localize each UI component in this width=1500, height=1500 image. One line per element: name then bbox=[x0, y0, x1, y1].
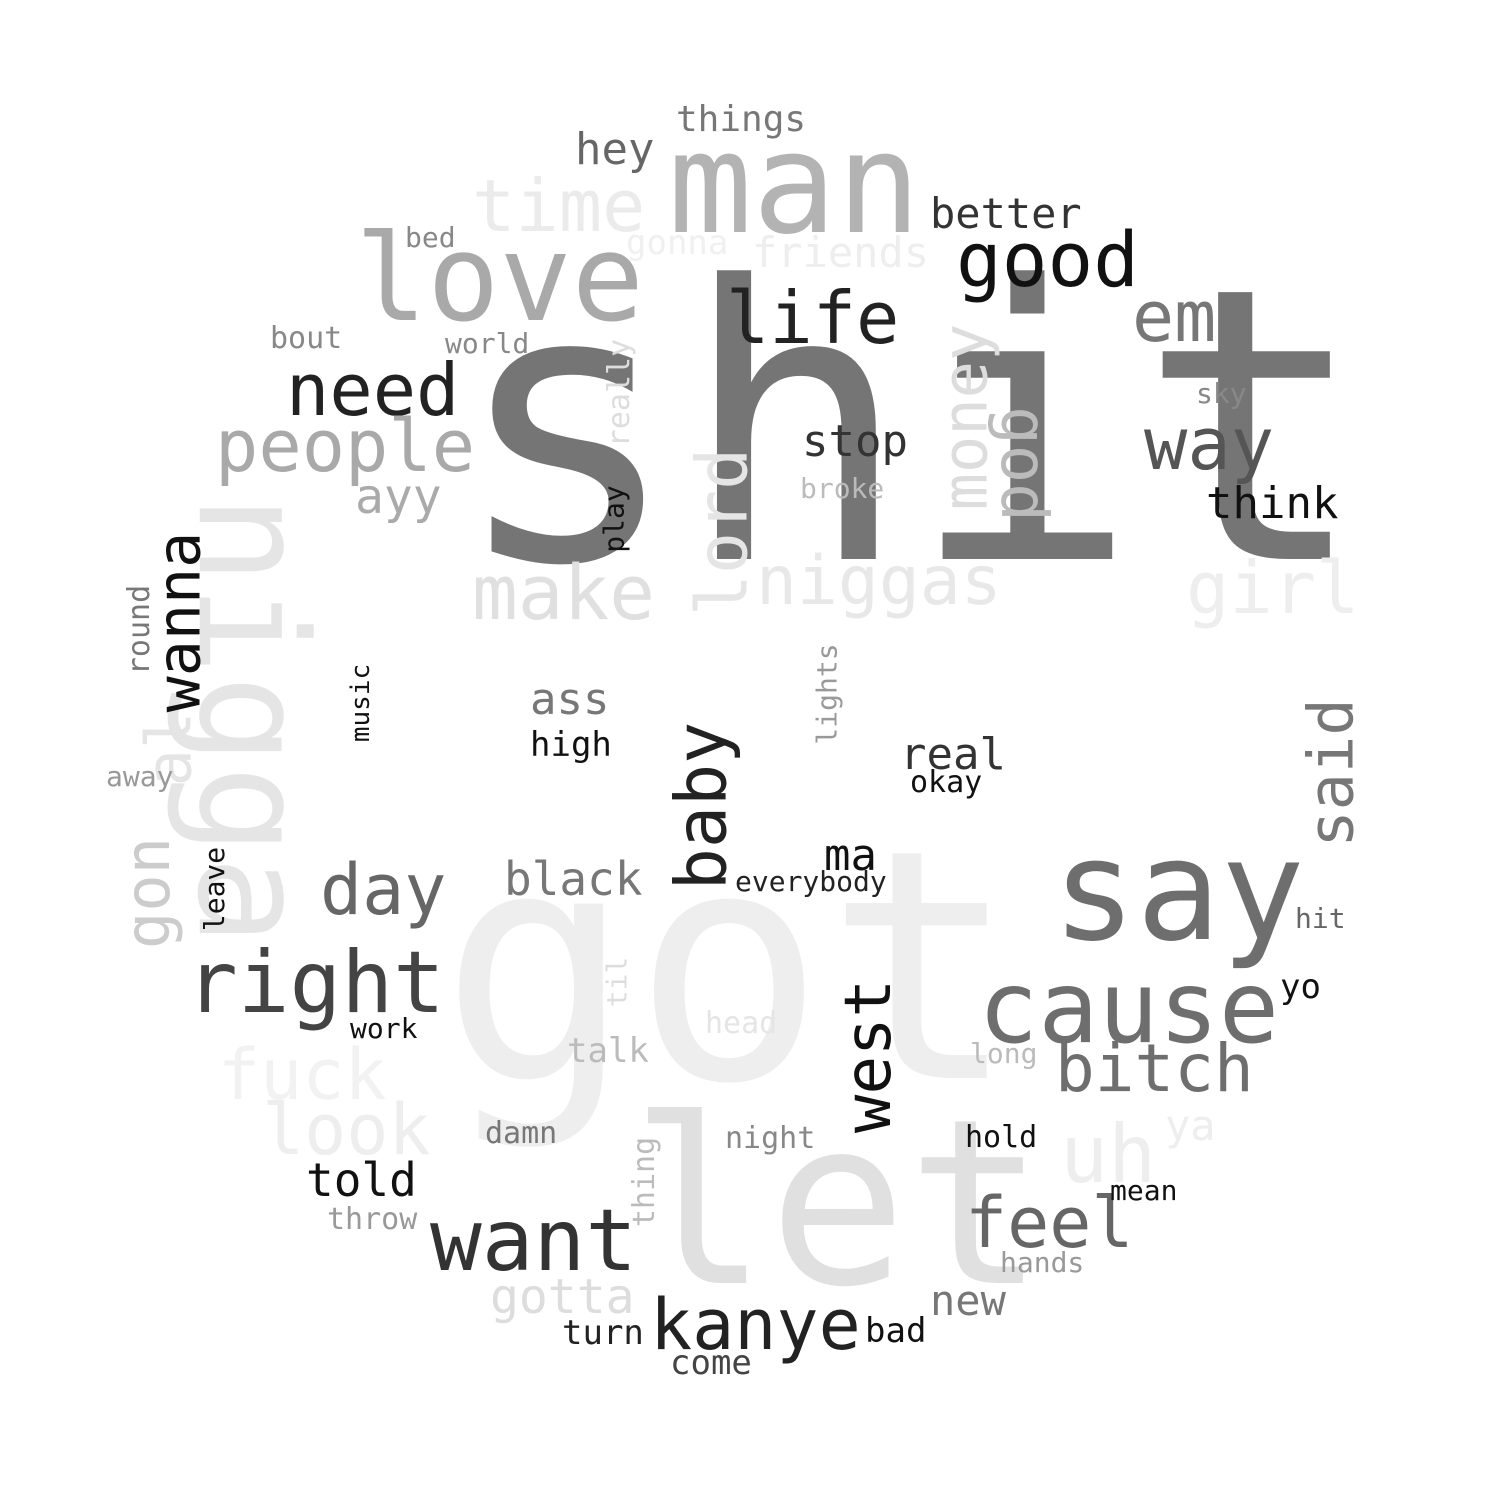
word-turn: turn bbox=[562, 1313, 644, 1353]
word-gotta: gotta bbox=[490, 1269, 635, 1325]
word-things: things bbox=[676, 99, 807, 140]
word-day: day bbox=[320, 849, 447, 931]
word-talk: talk bbox=[567, 1031, 649, 1071]
word-said: said bbox=[1294, 698, 1368, 848]
word-bitch: bitch bbox=[1055, 1030, 1254, 1107]
word-damn: damn bbox=[485, 1116, 558, 1151]
word-new: new bbox=[930, 1276, 1006, 1325]
word-better: better bbox=[930, 189, 1082, 238]
word-life: life bbox=[726, 276, 900, 360]
word-long: long bbox=[970, 1037, 1038, 1070]
word-sky: sky bbox=[1196, 377, 1247, 410]
word-uh: uh bbox=[1060, 1108, 1157, 1201]
word-til: til bbox=[600, 956, 634, 1008]
word-say: say bbox=[1052, 810, 1305, 973]
word-wanna: wanna bbox=[144, 531, 215, 713]
word-niggas: niggas bbox=[756, 542, 1002, 621]
word-make: make bbox=[472, 548, 656, 637]
word-ayy: ayy bbox=[355, 469, 442, 525]
word-god: god bbox=[985, 406, 1060, 522]
word-gon: gon bbox=[110, 837, 184, 949]
word-bad: bad bbox=[865, 1311, 927, 1351]
word-really: really bbox=[602, 338, 638, 448]
word-right: right bbox=[186, 933, 445, 1033]
word-em: em bbox=[1132, 276, 1217, 358]
word-play: play bbox=[597, 485, 631, 553]
word-leave: leave bbox=[198, 846, 232, 932]
word-let: let bbox=[630, 1071, 1046, 1338]
word-head: head bbox=[705, 1006, 778, 1041]
word-want: want bbox=[430, 1191, 638, 1291]
word-think: think bbox=[1206, 478, 1339, 529]
word-music: music bbox=[346, 663, 377, 743]
word-world: world bbox=[445, 327, 530, 360]
word-broke: broke bbox=[800, 472, 885, 505]
word-night: night bbox=[725, 1121, 816, 1156]
word-cause: cause bbox=[978, 949, 1280, 1066]
word-thing: thing bbox=[627, 1136, 663, 1228]
word-fuck: fuck bbox=[218, 1034, 387, 1116]
word-shit: shit bbox=[452, 206, 1368, 649]
word-good: good bbox=[956, 215, 1140, 304]
word-kanye: kanye bbox=[650, 1284, 861, 1366]
word-everybody: everybody bbox=[735, 865, 887, 898]
word-come: come bbox=[670, 1343, 752, 1383]
word-hey: hey bbox=[575, 124, 655, 175]
word-work: work bbox=[350, 1012, 418, 1045]
word-away: away bbox=[106, 760, 174, 793]
word-hold: hold bbox=[965, 1120, 1038, 1155]
word-okay: okay bbox=[910, 765, 983, 800]
word-ass: ass bbox=[530, 674, 610, 725]
word-feel: feel bbox=[965, 1182, 1134, 1264]
word-love: love bbox=[355, 210, 644, 349]
word-baby: baby bbox=[660, 721, 743, 891]
word-people: people bbox=[215, 404, 476, 488]
word-hit: hit bbox=[1295, 902, 1346, 935]
word-hands: hands bbox=[1000, 1246, 1085, 1279]
word-round: round bbox=[122, 584, 158, 676]
word-bed: bed bbox=[405, 221, 456, 254]
word-lights: lights bbox=[810, 643, 844, 745]
word-bout: bout bbox=[270, 321, 343, 356]
word-mean: mean bbox=[1110, 1174, 1178, 1207]
word-time: time bbox=[472, 164, 646, 248]
word-black: black bbox=[504, 852, 643, 906]
word-ya: ya bbox=[1165, 1101, 1216, 1150]
word-way: way bbox=[1144, 402, 1275, 486]
word-look: look bbox=[262, 1089, 431, 1171]
word-yo: yo bbox=[1280, 967, 1321, 1007]
word-told: told bbox=[306, 1153, 417, 1207]
word-got: got bbox=[440, 782, 1018, 1154]
word-throw: throw bbox=[327, 1202, 418, 1237]
word-gonna: gonna bbox=[626, 223, 729, 263]
word-west: west bbox=[832, 978, 907, 1134]
word-high: high bbox=[530, 725, 612, 765]
word-stop: stop bbox=[802, 416, 908, 467]
word-ma: ma bbox=[824, 830, 877, 881]
word-girl: girl bbox=[1186, 546, 1360, 630]
word-need: need bbox=[286, 348, 460, 432]
word-friends: friends bbox=[752, 228, 930, 277]
word-real: real bbox=[900, 729, 1006, 780]
word-lord: lord bbox=[681, 447, 764, 617]
word-man: man bbox=[668, 103, 921, 266]
